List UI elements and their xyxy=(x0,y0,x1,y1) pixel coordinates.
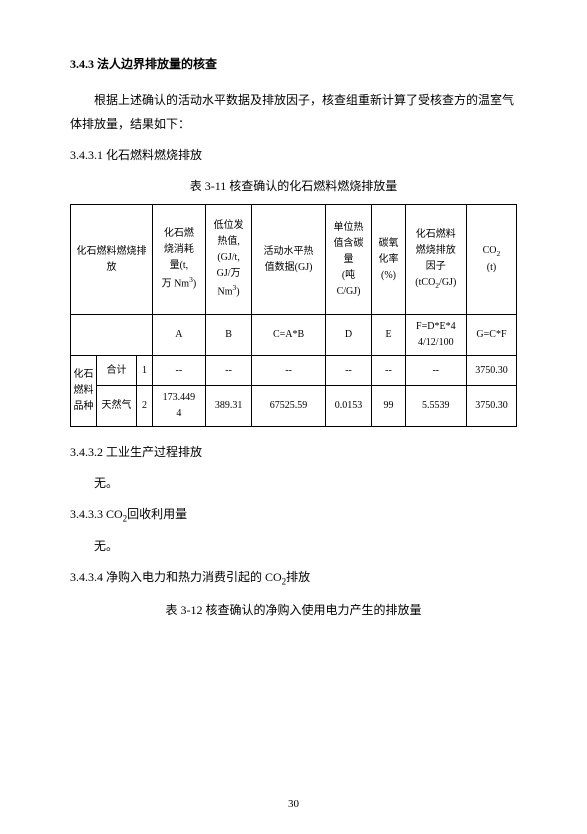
fcell-f: F=D*E*44/12/100 xyxy=(405,315,466,356)
fcell-a: A xyxy=(153,315,206,356)
hdr-c1: 化石燃料燃烧排放 xyxy=(71,205,153,315)
cell-d: 0.0153 xyxy=(325,386,372,427)
hdr-c4: 活动水平热值数据(GJ) xyxy=(252,205,325,315)
section-heading-3431: 3.4.3.1 化石燃料燃烧排放 xyxy=(70,146,517,163)
table-311-caption: 表 3-11 核查确认的化石燃料燃烧排放量 xyxy=(70,177,517,194)
cell-e: 99 xyxy=(372,386,405,427)
fcell-b: B xyxy=(205,315,252,356)
hdr-c6: 碳氧化率(%) xyxy=(372,205,405,315)
cell-f: 5.5539 xyxy=(405,386,466,427)
intro-paragraph: 根据上述确认的活动水平数据及排放因子，核查组重新计算了受核查方的温室气体排放量，… xyxy=(70,88,517,136)
cell-b: 389.31 xyxy=(205,386,252,427)
hdr-c5: 单位热值含碳量(吨C/GJ) xyxy=(325,205,372,315)
cell-a: -- xyxy=(153,356,206,386)
cell-b: -- xyxy=(205,356,252,386)
cell-d: -- xyxy=(325,356,372,386)
none-text-2: 无。 xyxy=(70,537,517,554)
table-header-row: 化石燃料燃烧排放 化石燃烧消耗量(t,万 Nm3) 低位发热值,(GJ/t,GJ… xyxy=(71,205,517,315)
none-text-1: 无。 xyxy=(70,474,517,491)
hdr-c2: 化石燃烧消耗量(t,万 Nm3) xyxy=(153,205,206,315)
table-formula-row: A B C=A*B D E F=D*E*44/12/100 G=C*F xyxy=(71,315,517,356)
section-heading-343: 3.4.3 法人边界排放量的核查 xyxy=(70,55,517,72)
row-label: 天然气 xyxy=(97,386,137,427)
cell-e: -- xyxy=(372,356,405,386)
cell-g: 3750.30 xyxy=(466,386,516,427)
row-label: 合计 xyxy=(97,356,137,386)
cell-c: -- xyxy=(252,356,325,386)
table-row: 化石燃料品种 合计 1 -- -- -- -- -- -- 3750.30 xyxy=(71,356,517,386)
section-heading-3434: 3.4.3.4 净购入电力和热力消费引起的 CO2排放 xyxy=(70,568,517,586)
row-idx: 1 xyxy=(137,356,153,386)
section-heading-3432: 3.4.3.2 工业生产过程排放 xyxy=(70,443,517,460)
cell-f: -- xyxy=(405,356,466,386)
hdr-c3: 低位发热值,(GJ/t,GJ/万Nm3) xyxy=(205,205,252,315)
section-heading-3433: 3.4.3.3 CO2回收利用量 xyxy=(70,505,517,523)
hdr-c7: 化石燃料燃烧排放因子(tCO2/GJ) xyxy=(405,205,466,315)
fcell-blank xyxy=(71,315,153,356)
table-311: 化石燃料燃烧排放 化石燃烧消耗量(t,万 Nm3) 低位发热值,(GJ/t,GJ… xyxy=(70,204,517,427)
cell-g: 3750.30 xyxy=(466,356,516,386)
table-row: 天然气 2 173.4494 389.31 67525.59 0.0153 99… xyxy=(71,386,517,427)
cell-c: 67525.59 xyxy=(252,386,325,427)
table-312-caption: 表 3-12 核查确认的净购入使用电力产生的排放量 xyxy=(70,601,517,618)
page-number: 30 xyxy=(0,798,587,810)
hdr-c8: CO2(t) xyxy=(466,205,516,315)
fcell-e: E xyxy=(372,315,405,356)
row-group-label: 化石燃料品种 xyxy=(71,356,97,427)
fcell-d: D xyxy=(325,315,372,356)
row-idx: 2 xyxy=(137,386,153,427)
fcell-g: G=C*F xyxy=(466,315,516,356)
cell-a: 173.4494 xyxy=(153,386,206,427)
fcell-c: C=A*B xyxy=(252,315,325,356)
